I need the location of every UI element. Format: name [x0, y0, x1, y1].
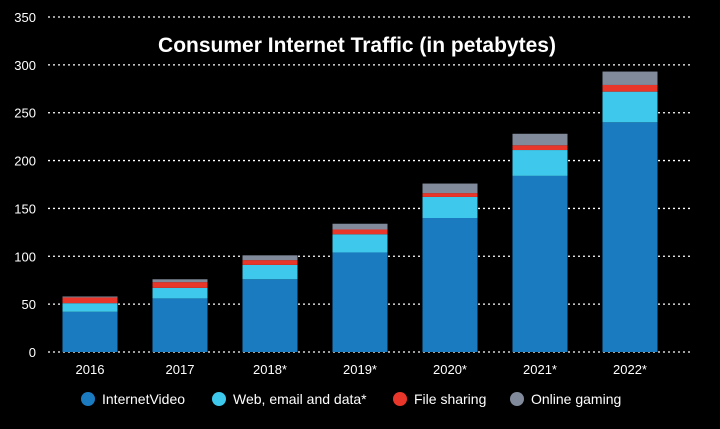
x-tick-label: 2021* [523, 362, 557, 377]
bar-segment [422, 183, 478, 194]
bar-segment [62, 296, 118, 298]
bar-segment [422, 218, 478, 352]
x-tick-label: 2016 [76, 362, 105, 377]
y-tick-label: 100 [14, 249, 36, 264]
bar-segment [422, 196, 478, 218]
y-tick-label: 0 [29, 345, 36, 360]
y-tick-label: 200 [14, 154, 36, 169]
legend-marker [212, 392, 226, 406]
legend-marker [510, 392, 524, 406]
bar-segment [512, 133, 568, 146]
legend-label: Web, email and data* [233, 391, 367, 407]
bar-segment [62, 297, 118, 304]
bar-segment [152, 298, 208, 352]
bar-segment [512, 175, 568, 352]
bar-segment [242, 279, 298, 352]
y-tick-label: 250 [14, 106, 36, 121]
bar-segment [602, 71, 658, 85]
bar-segment [62, 311, 118, 352]
legend-marker [393, 392, 407, 406]
bar-segment [152, 282, 208, 288]
bar-segment [512, 145, 568, 151]
chart-title: Consumer Internet Traffic (in petabytes) [158, 34, 556, 57]
legend-marker [81, 392, 95, 406]
bar-segment [332, 234, 388, 253]
bar-segment [332, 252, 388, 352]
x-tick-label: 2020* [433, 362, 467, 377]
x-tick-label: 2018* [253, 362, 287, 377]
bar-segment [152, 279, 208, 283]
y-tick-label: 150 [14, 201, 36, 216]
x-tick-label: 2017 [166, 362, 195, 377]
bar-segment [602, 91, 658, 123]
bar-segment [152, 287, 208, 299]
x-tick-label: 2022* [613, 362, 647, 377]
x-tick-label: 2019* [343, 362, 377, 377]
bar-segment [242, 264, 298, 280]
y-tick-label: 300 [14, 58, 36, 73]
bar-segment [332, 229, 388, 235]
bar-segment [512, 150, 568, 176]
bar-segment [602, 122, 658, 353]
bar-segment [602, 84, 658, 92]
bar-segment [62, 303, 118, 312]
legend-label: File sharing [414, 391, 486, 407]
y-tick-label: 50 [22, 297, 36, 312]
legend-label: Online gaming [531, 391, 621, 407]
legend-label: InternetVideo [102, 391, 185, 407]
bar-segment [332, 223, 388, 230]
bar-segment [242, 260, 298, 265]
bar-segment [422, 193, 478, 197]
y-tick-label: 350 [14, 10, 36, 25]
bar-segment [242, 255, 298, 261]
